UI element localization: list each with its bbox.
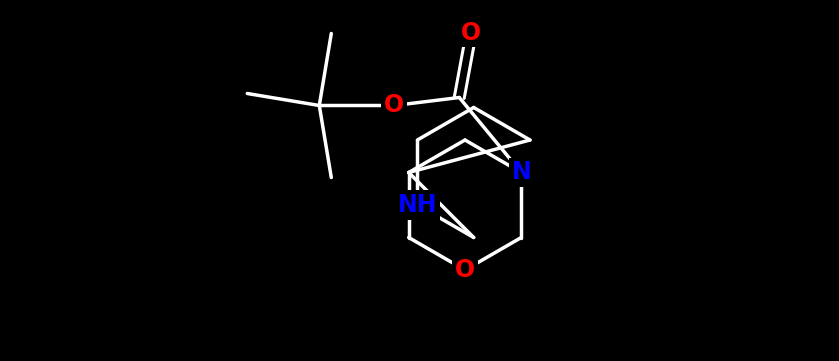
Text: O: O xyxy=(384,93,404,117)
Text: NH: NH xyxy=(398,193,437,217)
Text: O: O xyxy=(461,21,482,44)
Text: N: N xyxy=(512,161,531,184)
Text: O: O xyxy=(455,258,475,282)
